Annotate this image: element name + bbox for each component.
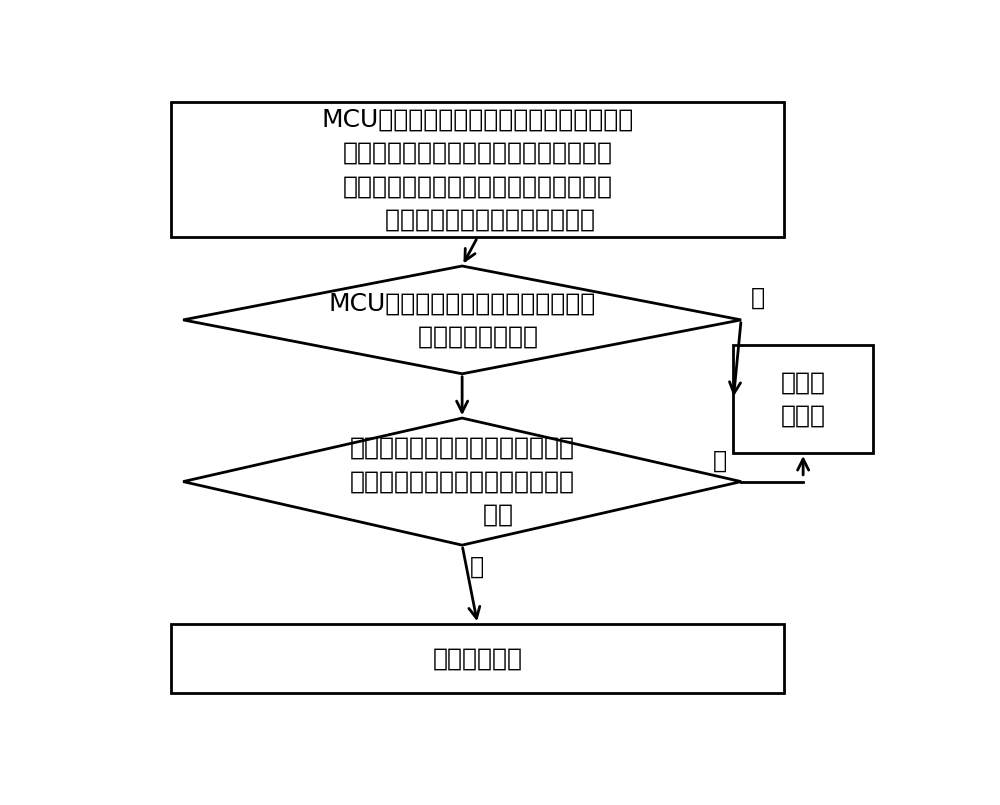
Bar [172, 102, 784, 237]
Text: 关闭第一风机: 关闭第一风机 [433, 646, 523, 671]
Text: 判断所述进风口的温度与出风口的
温度的绝对差是否大于等于最大温
         度差: 判断所述进风口的温度与出风口的 温度的绝对差是否大于等于最大温 度差 [350, 436, 575, 527]
Bar [733, 345, 873, 453]
Text: MCU设定一最大限制功率以及一最大温度差
，并通过充电桩控制器实时获取充电桩的
当前工作功率，通过温度传感器实时获取
   进风口的温度以及出风口的温度: MCU设定一最大限制功率以及一最大温度差 ，并通过充电桩控制器实时获取充电桩的 … [322, 108, 634, 232]
Bar [172, 624, 784, 693]
Text: 启动第
一风机: 启动第 一风机 [781, 370, 826, 428]
Text: 是: 是 [713, 448, 727, 473]
Text: 是: 是 [750, 286, 765, 310]
Text: 否: 否 [470, 555, 484, 578]
Polygon shape [183, 266, 741, 374]
Text: MCU判断所述当前工作功率是否大于
    等于最大限制功率: MCU判断所述当前工作功率是否大于 等于最大限制功率 [328, 291, 596, 349]
Polygon shape [183, 418, 741, 545]
